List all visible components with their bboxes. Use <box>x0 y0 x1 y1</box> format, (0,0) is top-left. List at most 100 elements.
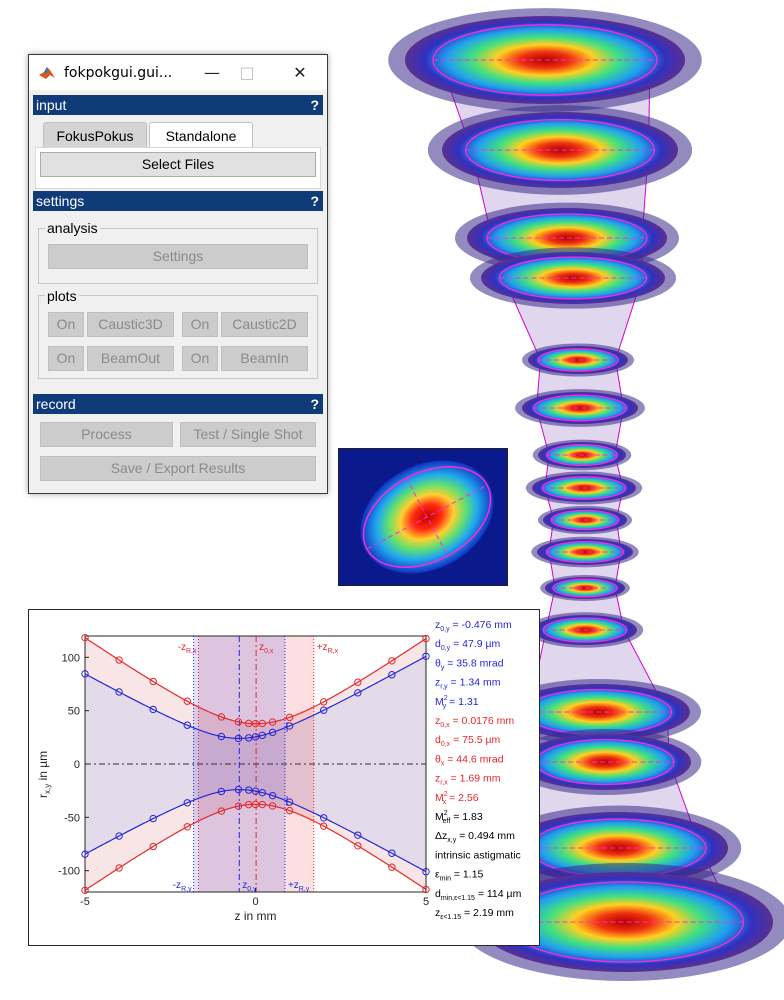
beamout-button[interactable]: BeamOut <box>87 346 174 371</box>
settings-button[interactable]: Settings <box>48 244 308 269</box>
minimize-icon[interactable]: — <box>204 63 220 82</box>
save-export-results-button[interactable]: Save / Export Results <box>40 456 316 481</box>
test-single-shot-button[interactable]: Test / Single Shot <box>180 422 316 447</box>
data-point <box>285 722 294 730</box>
data-point <box>149 705 157 714</box>
input-section-header: input ? <box>33 95 323 115</box>
data-point <box>217 807 226 815</box>
x-tick-label: 0 <box>252 896 258 908</box>
data-point <box>149 842 157 851</box>
data-point <box>422 652 430 660</box>
data-point <box>115 688 123 696</box>
y-axis-label: rx,y in µm <box>36 751 52 798</box>
section-label: input <box>36 97 67 113</box>
z0x-label: z0,x <box>259 642 274 655</box>
settings-help-icon[interactable]: ? <box>310 193 319 209</box>
data-point <box>183 823 192 831</box>
data-point <box>234 734 243 743</box>
data-point <box>388 849 396 857</box>
data-point <box>217 713 226 721</box>
section-label: settings <box>36 193 85 209</box>
caustic2d-toggle[interactable]: On <box>182 312 218 337</box>
annotation-5: z0,x = 0.0176 mm <box>435 715 514 729</box>
data-point <box>183 697 192 705</box>
select-files-button[interactable]: Select Files <box>40 152 316 177</box>
annotation-0: z0,y = -0.476 mm <box>435 619 512 633</box>
section-label: record <box>36 396 76 412</box>
data-point <box>244 786 253 794</box>
data-point <box>354 689 362 697</box>
data-point <box>258 731 267 740</box>
tab-fokuspokus[interactable]: FokusPokus <box>43 122 147 148</box>
settings-section-header: settings ? <box>33 191 323 211</box>
x-axis-label: z in mm <box>235 909 277 923</box>
title-bar[interactable]: fokpokgui.gui... — □ ✕ <box>29 55 327 90</box>
data-point <box>115 864 123 872</box>
z0y-label: z0,y <box>242 880 257 893</box>
record-section-header: record ? <box>33 394 323 414</box>
beamin-button[interactable]: BeamIn <box>221 346 308 371</box>
process-button[interactable]: Process <box>40 422 173 447</box>
y-tick-label: 100 <box>62 652 80 664</box>
input-help-icon[interactable]: ? <box>310 97 319 113</box>
data-point <box>320 822 328 830</box>
data-point <box>285 798 294 806</box>
y-tick-label: 0 <box>74 759 80 771</box>
zry-plus-label: +zR,y <box>288 880 310 893</box>
annotation-14: dmin,ε<1.15 = 114 µm <box>435 888 522 902</box>
y-tick-label: -50 <box>64 812 80 824</box>
annotation-3: zr,y = 1.34 mm <box>435 677 501 691</box>
caustic3d-button[interactable]: Caustic3D <box>87 312 174 337</box>
data-point <box>268 791 277 800</box>
annotation-1: d0,y = 47.9 µm <box>435 638 501 652</box>
annotation-9: M2 x = 2.56 <box>435 791 479 806</box>
annotation-2: θy = 35.8 mrad <box>435 657 504 671</box>
data-point <box>422 634 430 643</box>
data-point <box>320 706 328 714</box>
maximize-icon[interactable]: □ <box>239 63 255 82</box>
annotation-8: zr,x = 1.69 mm <box>435 773 501 787</box>
plots-label: plots <box>45 288 79 304</box>
beam-profile-image <box>339 449 507 585</box>
data-point <box>115 832 123 840</box>
zrx-minus-label: -zR,x <box>178 642 197 655</box>
data-point <box>354 831 362 839</box>
y-tick-label: -100 <box>58 866 80 878</box>
data-point <box>234 802 243 810</box>
data-point <box>234 718 243 726</box>
y-tick-label: 50 <box>68 706 80 718</box>
close-icon[interactable]: ✕ <box>293 63 307 82</box>
data-point <box>81 633 89 642</box>
data-point <box>258 719 267 728</box>
data-point <box>251 787 260 795</box>
tab-standalone[interactable]: Standalone <box>149 122 253 148</box>
data-point <box>81 850 89 858</box>
data-point <box>388 863 396 871</box>
fokpokgui-window: fokpokgui.gui... — □ ✕ input ? FokusPoku… <box>28 54 328 494</box>
zrx-plus-label: +zR,x <box>317 642 339 655</box>
record-help-icon[interactable]: ? <box>310 396 319 412</box>
data-point <box>354 678 362 686</box>
data-point <box>285 806 294 815</box>
data-point <box>268 802 277 810</box>
beamin-toggle[interactable]: On <box>182 346 218 371</box>
annotation-10: M2 eff = 1.83 <box>435 810 483 825</box>
data-point <box>285 713 294 722</box>
data-point <box>258 800 267 809</box>
data-point <box>320 698 328 706</box>
annotation-13: εmin = 1.15 <box>435 869 484 883</box>
x-tick-label: -5 <box>80 896 90 908</box>
beamout-toggle[interactable]: On <box>48 346 84 371</box>
caustic3d-toggle[interactable]: On <box>48 312 84 337</box>
annotation-7: θx = 44.6 mrad <box>435 753 504 767</box>
matlab-icon <box>39 66 55 79</box>
annotation-12: intrinsic astigmatic <box>435 849 521 861</box>
data-point <box>320 814 328 822</box>
data-point <box>422 868 430 876</box>
beam-profile-thumbnail <box>338 448 508 586</box>
x-tick-label: 5 <box>423 896 429 908</box>
data-point <box>81 886 89 895</box>
data-point <box>217 787 226 796</box>
caustic2d-button[interactable]: Caustic2D <box>221 312 308 337</box>
caustic2d-plot: -5 0 5 100 50 0 -50 -100 z in mm rx,y in µm -zR,x z… <box>28 609 540 946</box>
